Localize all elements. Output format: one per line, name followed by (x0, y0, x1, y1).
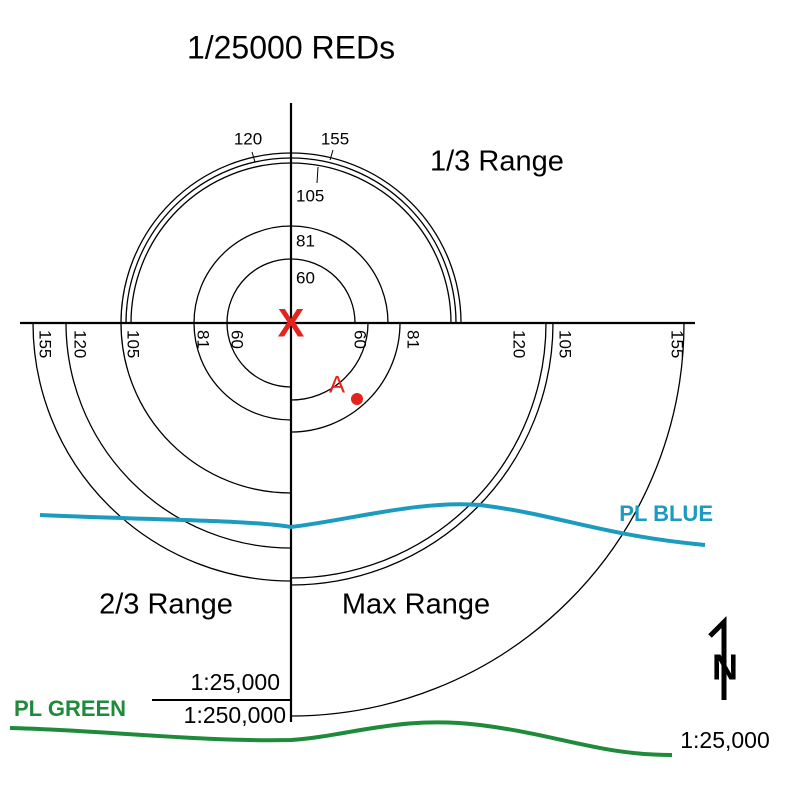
north-arrow (708, 615, 727, 700)
ring-label: 81 (194, 330, 213, 349)
ring (193, 322, 292, 421)
phase-line-green (9, 720, 673, 757)
ring-label: 60 (351, 330, 370, 349)
ring (65, 322, 292, 549)
leader (329, 149, 334, 161)
scale-top: 1:25,000 (190, 669, 280, 695)
ring-label: 155 (668, 330, 687, 358)
ring-label: 120 (71, 330, 90, 358)
ring-label: 81 (404, 330, 423, 349)
ring-label: 120 (234, 129, 262, 148)
ring (32, 322, 292, 582)
sector-label: 1/3 Range (430, 146, 564, 178)
phase-line-label: PL BLUE (619, 501, 713, 526)
ring (290, 322, 685, 717)
ring-label: 155 (321, 129, 349, 148)
ring (226, 322, 292, 388)
lower-left-rings (32, 322, 292, 582)
phase-line-label: PL GREEN (14, 696, 126, 721)
ring-label: 120 (510, 330, 529, 358)
ring (290, 322, 369, 401)
ring-label: 105 (556, 330, 575, 358)
ring-label: 105 (296, 186, 324, 205)
point (351, 393, 363, 405)
ring-label: 155 (36, 330, 55, 358)
leader (251, 151, 256, 163)
title: 1/25000 REDs (187, 29, 395, 65)
sector-label: Max Range (342, 589, 490, 621)
ring (120, 322, 292, 494)
point-label: A (329, 371, 345, 398)
map-scale: 1:25,000 (680, 727, 770, 753)
sector-label: 2/3 Range (99, 589, 233, 621)
phase-line-blue (39, 502, 706, 547)
north-label: N (712, 647, 738, 688)
ring-label: 105 (124, 330, 143, 358)
ring-label: 60 (296, 268, 315, 287)
scale-bottom: 1:250,000 (184, 702, 286, 728)
ring (290, 322, 554, 586)
ring-label: 81 (296, 231, 315, 250)
ring (290, 322, 401, 433)
center-mark: X (278, 302, 305, 346)
ring-label: 60 (228, 330, 247, 349)
leader (316, 166, 319, 184)
